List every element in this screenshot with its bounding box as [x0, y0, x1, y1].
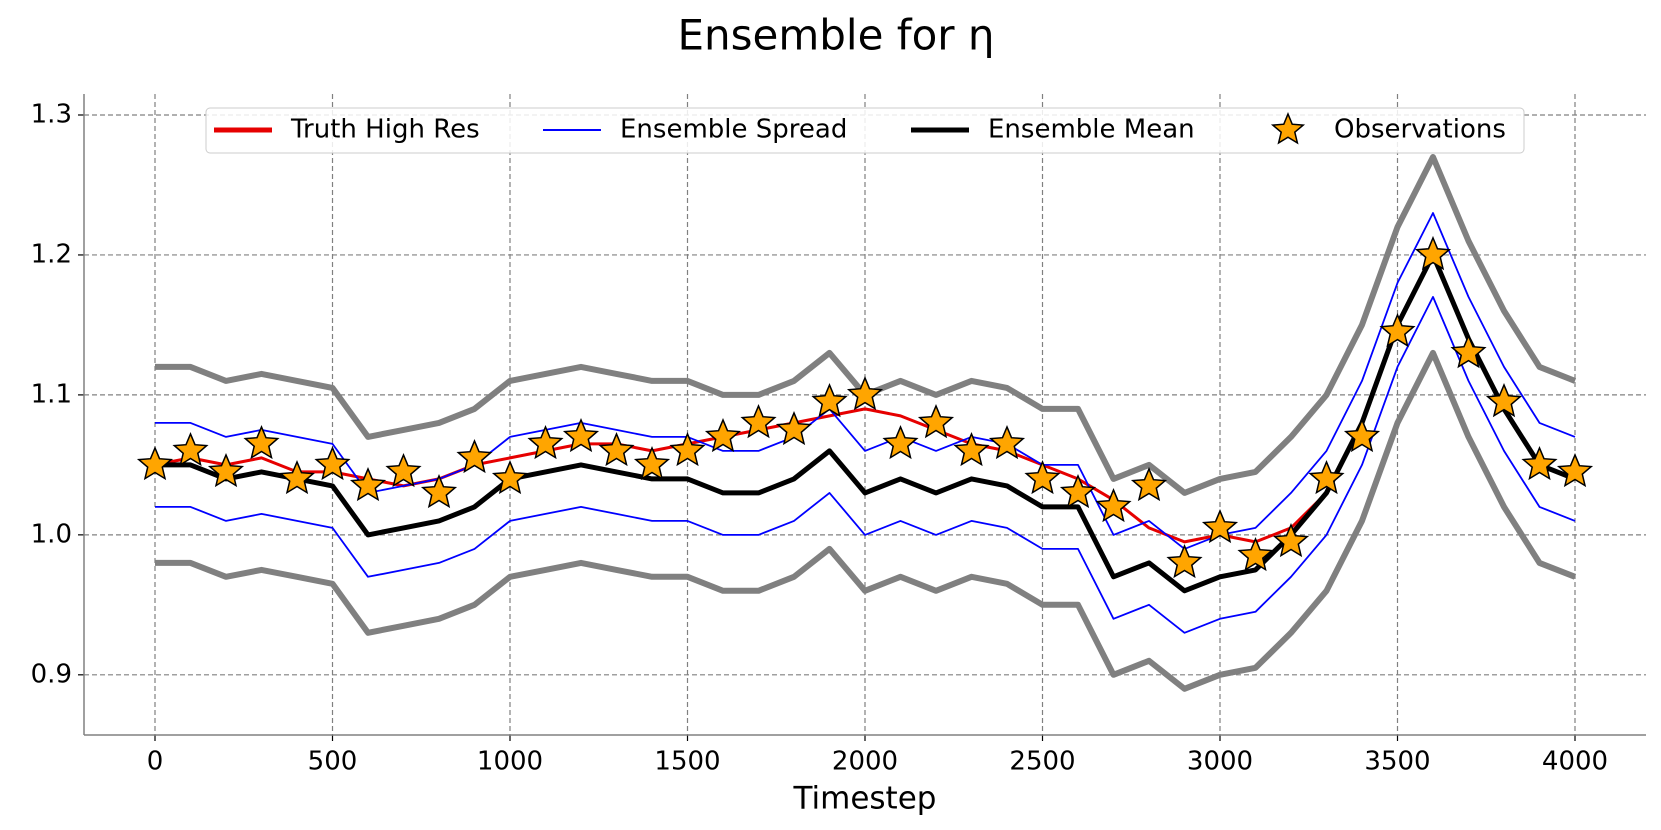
legend-swatch: [1270, 112, 1306, 145]
x-tick-label: 2500: [1009, 747, 1075, 777]
x-tick-label: 1500: [654, 747, 720, 777]
x-tick-label: 500: [308, 747, 358, 777]
observation: [1024, 459, 1061, 495]
observation: [1237, 536, 1274, 572]
observation: [1450, 333, 1487, 369]
observation: [1343, 417, 1381, 453]
y-tick-label: 0.9: [31, 659, 72, 689]
observation: [349, 466, 387, 502]
observation: [314, 445, 351, 481]
x-tick-label: 1000: [477, 747, 543, 777]
y-tick-label: 1.0: [31, 519, 72, 549]
x-tick-label: 3500: [1364, 747, 1430, 777]
observation: [172, 431, 209, 467]
observation: [136, 445, 174, 481]
x-tick-label: 4000: [1542, 747, 1608, 777]
observation: [1166, 543, 1203, 579]
observation: [385, 452, 422, 488]
x-tick-label: 3000: [1187, 747, 1253, 777]
legend-box: [205, 107, 1525, 154]
observation: [598, 431, 635, 467]
observation: [1308, 459, 1345, 495]
series-line: [155, 252, 1576, 594]
y-tick-label: 1.1: [31, 379, 72, 409]
observation: [1556, 452, 1594, 488]
y-tick-label: 1.3: [31, 99, 72, 129]
y-tick-label: 1.2: [31, 239, 72, 269]
observation: [278, 459, 316, 495]
x-axis-label: Timestep: [793, 781, 937, 817]
observation: [669, 431, 706, 467]
chart-title: Ensemble for η: [677, 11, 994, 60]
observation: [988, 424, 1026, 460]
observation: [953, 431, 990, 467]
spread-line: [155, 212, 1576, 550]
observation: [740, 403, 777, 439]
observation: [1521, 445, 1558, 481]
observation: [1272, 522, 1310, 558]
observation: [1130, 466, 1168, 502]
observation: [882, 424, 919, 460]
member-line: [155, 349, 1577, 692]
observation: [846, 375, 884, 411]
x-tick-label: 0: [147, 747, 164, 777]
observation: [1201, 508, 1239, 544]
x-tick-label: 2000: [832, 747, 898, 777]
observation: [562, 417, 600, 453]
legend-label: Ensemble Mean: [988, 115, 1195, 145]
legend-label: Truth High Res: [290, 115, 480, 145]
observation: [456, 438, 493, 474]
observation: [527, 424, 564, 460]
observation: [420, 473, 458, 509]
observation: [1059, 473, 1097, 509]
observation: [917, 403, 955, 439]
observation: [1485, 382, 1523, 418]
observation: [243, 424, 280, 460]
legend-label: Ensemble Spread: [620, 115, 847, 145]
observation: [491, 459, 529, 495]
observation: [811, 382, 848, 418]
observation: [1414, 235, 1452, 271]
observation: [775, 410, 813, 446]
spread-line: [155, 296, 1576, 634]
observation: [1095, 487, 1132, 523]
legend-label: Observations: [1334, 115, 1506, 145]
observation: [207, 452, 245, 488]
observation: [704, 417, 742, 453]
observation: [633, 445, 671, 481]
observation: [1379, 312, 1416, 348]
